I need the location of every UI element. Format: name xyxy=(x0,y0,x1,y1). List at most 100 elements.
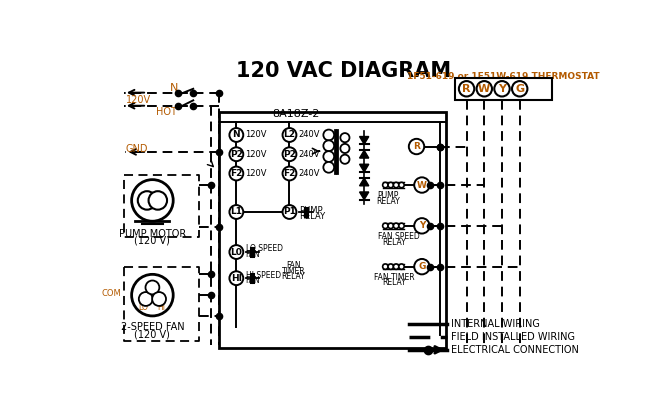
Text: ELECTRICAL CONNECTION: ELECTRICAL CONNECTION xyxy=(451,345,579,355)
Circle shape xyxy=(138,191,156,210)
Text: RELAY: RELAY xyxy=(281,272,306,281)
Bar xyxy=(455,78,552,100)
Text: FAN TIMER: FAN TIMER xyxy=(374,273,415,282)
Polygon shape xyxy=(360,178,368,186)
Text: HI SPEED: HI SPEED xyxy=(246,271,281,279)
Text: R: R xyxy=(462,84,471,94)
Text: (120 V): (120 V) xyxy=(135,329,170,339)
Text: 8A18Z-2: 8A18Z-2 xyxy=(272,109,320,119)
Text: LO SPEED: LO SPEED xyxy=(246,244,283,253)
Circle shape xyxy=(131,274,174,316)
Text: HI: HI xyxy=(157,303,165,312)
Circle shape xyxy=(459,81,474,96)
Text: FAN SPEED: FAN SPEED xyxy=(378,232,420,241)
Text: 120V: 120V xyxy=(245,130,266,140)
Circle shape xyxy=(229,271,243,285)
Text: 1F51-619 or 1F51W-619 THERMOSTAT: 1F51-619 or 1F51W-619 THERMOSTAT xyxy=(407,72,600,81)
Circle shape xyxy=(340,133,350,142)
Text: 120V: 120V xyxy=(125,96,151,105)
Text: PUMP: PUMP xyxy=(377,191,399,200)
Text: F2: F2 xyxy=(230,169,243,178)
Text: HOT: HOT xyxy=(156,107,177,117)
Circle shape xyxy=(383,223,388,228)
Circle shape xyxy=(340,155,350,164)
Text: F2: F2 xyxy=(283,169,295,178)
Circle shape xyxy=(383,182,388,188)
Text: 2-SPEED FAN: 2-SPEED FAN xyxy=(121,323,184,333)
Text: 240V: 240V xyxy=(298,169,320,178)
Circle shape xyxy=(393,182,399,188)
Text: N: N xyxy=(170,83,178,93)
Text: TIMER: TIMER xyxy=(281,267,305,276)
Text: P2: P2 xyxy=(283,150,296,159)
Text: G: G xyxy=(418,262,425,271)
Circle shape xyxy=(283,128,296,142)
Text: LO: LO xyxy=(138,303,148,312)
Circle shape xyxy=(399,264,404,269)
Circle shape xyxy=(324,162,334,173)
Text: RELAY: RELAY xyxy=(382,238,405,246)
Circle shape xyxy=(324,129,334,140)
Text: FIELD INSTALLED WIRING: FIELD INSTALLED WIRING xyxy=(451,332,575,342)
Circle shape xyxy=(139,292,153,306)
Circle shape xyxy=(152,292,166,306)
Circle shape xyxy=(414,259,429,274)
Circle shape xyxy=(145,280,159,295)
Circle shape xyxy=(283,147,296,161)
Text: RELAY: RELAY xyxy=(376,197,400,206)
Circle shape xyxy=(131,180,174,221)
Text: 240V: 240V xyxy=(298,130,320,140)
Text: G: G xyxy=(515,84,524,94)
Text: 240V: 240V xyxy=(298,150,320,159)
Text: L1: L1 xyxy=(230,207,243,217)
Circle shape xyxy=(283,166,296,181)
Circle shape xyxy=(494,81,510,96)
Text: R: R xyxy=(413,142,420,151)
Circle shape xyxy=(512,81,527,96)
Circle shape xyxy=(388,264,393,269)
Text: W: W xyxy=(417,181,427,189)
Circle shape xyxy=(388,223,393,228)
Circle shape xyxy=(393,223,399,228)
Text: W: W xyxy=(478,84,490,94)
Circle shape xyxy=(476,81,492,96)
Text: PUMP: PUMP xyxy=(299,206,323,215)
Circle shape xyxy=(414,177,429,193)
Text: GND: GND xyxy=(125,144,148,154)
Circle shape xyxy=(283,205,296,219)
Text: HI: HI xyxy=(231,274,242,283)
Text: INTERNAL WIRING: INTERNAL WIRING xyxy=(451,318,540,328)
Circle shape xyxy=(388,182,393,188)
Text: FAN: FAN xyxy=(246,250,260,259)
Text: P1: P1 xyxy=(283,207,296,217)
Circle shape xyxy=(324,151,334,162)
Text: PUMP MOTOR: PUMP MOTOR xyxy=(119,228,186,238)
Text: RELAY: RELAY xyxy=(299,212,326,221)
Text: Y: Y xyxy=(498,84,506,94)
Text: L2: L2 xyxy=(283,130,295,140)
Text: 120V: 120V xyxy=(245,150,266,159)
Circle shape xyxy=(409,139,424,154)
Text: (120 V): (120 V) xyxy=(135,235,170,246)
Text: N: N xyxy=(232,130,240,140)
Circle shape xyxy=(383,264,388,269)
Circle shape xyxy=(149,191,167,210)
Polygon shape xyxy=(360,164,368,172)
Text: 120 VAC DIAGRAM: 120 VAC DIAGRAM xyxy=(236,61,451,81)
Polygon shape xyxy=(360,137,368,144)
Text: 120V: 120V xyxy=(245,169,266,178)
Text: RELAY: RELAY xyxy=(382,278,405,287)
Bar xyxy=(218,112,446,348)
Text: COM: COM xyxy=(102,289,122,298)
Circle shape xyxy=(393,264,399,269)
Circle shape xyxy=(229,128,243,142)
Text: FAN: FAN xyxy=(246,276,260,285)
Circle shape xyxy=(399,223,404,228)
Circle shape xyxy=(229,205,243,219)
Polygon shape xyxy=(360,192,368,200)
Circle shape xyxy=(340,144,350,153)
Circle shape xyxy=(229,245,243,259)
Circle shape xyxy=(229,166,243,181)
Text: FAN: FAN xyxy=(286,261,301,270)
Circle shape xyxy=(324,140,334,151)
